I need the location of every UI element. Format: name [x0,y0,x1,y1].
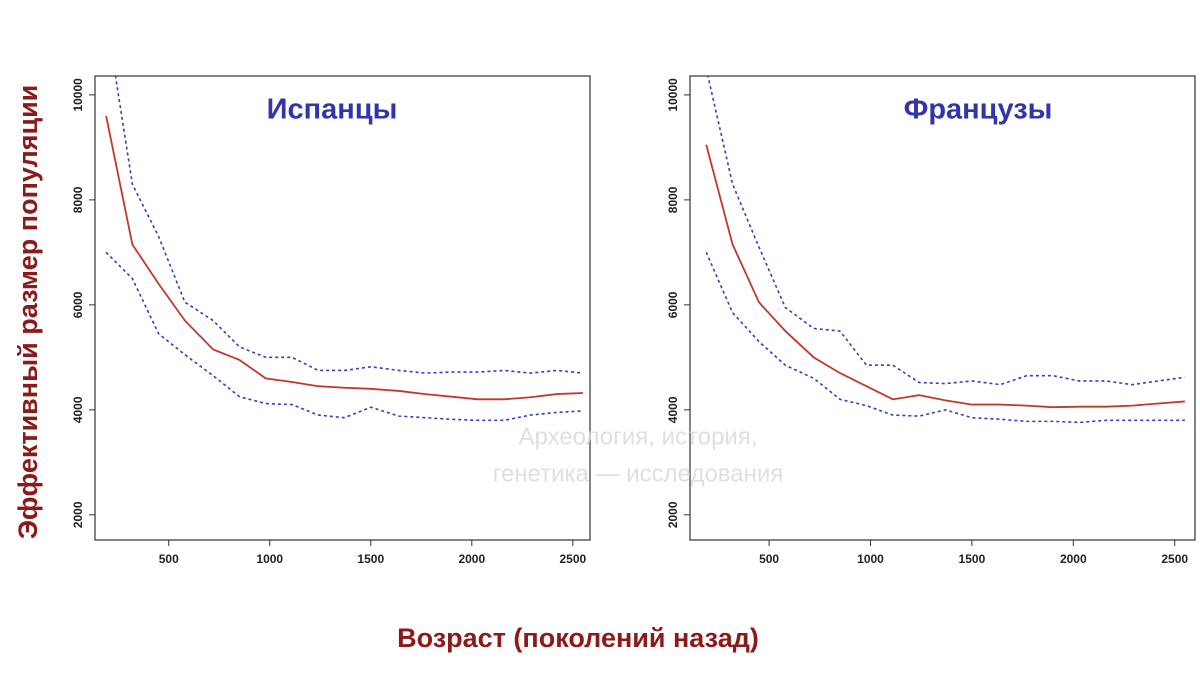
series-line [114,76,584,374]
x-tick-label: 2000 [458,552,485,566]
watermark: Археология, история, [519,423,758,450]
y-tick-label: 4000 [71,396,85,423]
x-tick-label: 2500 [559,552,586,566]
chart-title: Французы [904,94,1053,126]
x-tick-label: 500 [159,552,179,566]
y-tick-label: 8000 [71,186,85,213]
y-tick-label: 10000 [666,78,680,112]
chart-title: Испанцы [267,94,398,126]
y-tick-label: 2000 [71,501,85,528]
y-tick-label: 8000 [666,186,680,213]
series-line [105,115,583,401]
y-tick-label: 10000 [71,78,85,112]
series-line [705,144,1185,409]
x-tick-label: 2000 [1060,552,1087,566]
y-tick-label: 2000 [666,501,680,528]
y-tick-label: 6000 [666,291,680,318]
series-line [105,251,583,422]
x-tick-label: 1000 [857,552,884,566]
x-tick-label: 2500 [1161,552,1188,566]
y-tick-label: 6000 [71,291,85,318]
x-axis-label: Возраст (поколений назад) [397,623,759,653]
series-line [705,252,1185,424]
x-tick-label: 500 [759,552,779,566]
series-line [707,76,1185,386]
watermark: генетика — исследования [493,460,784,487]
x-tick-label: 1000 [256,552,283,566]
plot-frame [689,75,1196,541]
plot-area [105,76,584,422]
y-axis-label: Эффективный размер популяции [13,85,43,540]
x-tick-label: 1500 [357,552,384,566]
plot-area [705,76,1185,424]
y-tick-label: 4000 [666,396,680,423]
plot-frame [94,75,591,541]
x-tick-label: 1500 [959,552,986,566]
